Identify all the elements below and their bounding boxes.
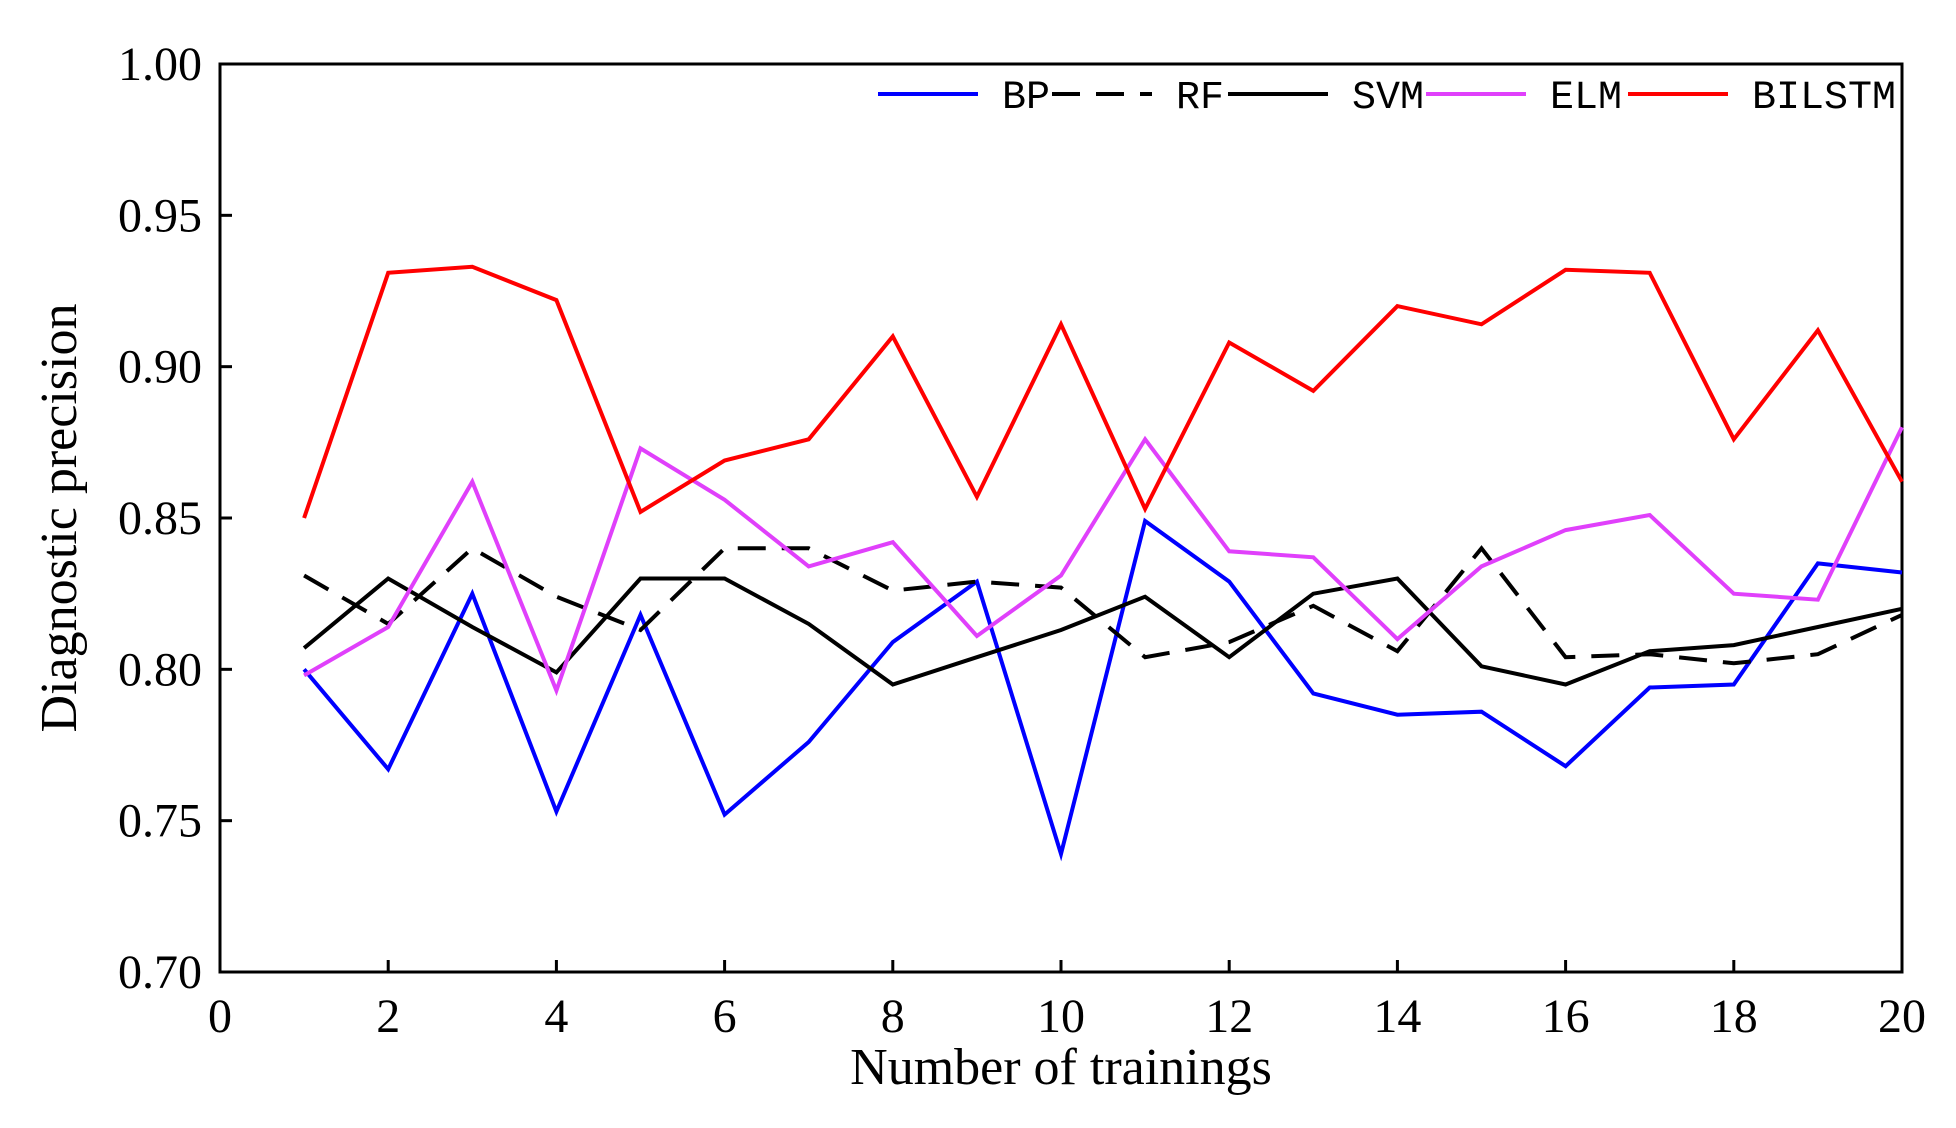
x-axis-title: Number of trainings	[850, 1039, 1272, 1096]
series-line-bp	[302, 517, 1903, 862]
legend: BP RF SVM ELM BILSTM	[878, 76, 1896, 121]
y-axis-title: Diagnostic precision	[31, 304, 88, 733]
x-tick-label: 8	[881, 990, 905, 1043]
x-tick-label: 10	[1037, 990, 1085, 1043]
legend-label-bp: BP	[1002, 76, 1050, 121]
series-line-elm	[303, 426, 1904, 697]
x-tick-label: 16	[1542, 990, 1590, 1043]
x-tick-label: 12	[1205, 990, 1253, 1043]
y-tick-label: 0.75	[118, 795, 202, 848]
x-tick-label: 20	[1878, 990, 1926, 1043]
legend-label-svm: SVM	[1352, 76, 1424, 121]
plot-area-frame	[218, 62, 1904, 974]
series-lines	[302, 264, 1904, 862]
x-tick-label: 14	[1373, 990, 1421, 1043]
x-tick-label: 6	[713, 990, 737, 1043]
y-tick-label: 0.80	[118, 643, 202, 696]
y-tick-label: 0.85	[118, 492, 202, 545]
y-tick-label: 0.90	[118, 341, 202, 394]
series-line-svm	[302, 576, 1903, 687]
series-line-bilstm	[302, 264, 1904, 519]
y-tick-label: 0.70	[118, 946, 202, 999]
legend-label-elm: ELM	[1550, 76, 1622, 121]
legend-label-rf: RF	[1176, 76, 1224, 121]
x-tick-label: 4	[544, 990, 568, 1043]
x-tick-label: 18	[1710, 990, 1758, 1043]
series-line-rf	[303, 545, 1903, 666]
x-tick-label: 2	[376, 990, 400, 1043]
y-tick-label: 0.95	[118, 189, 202, 242]
legend-label-bilstm: BILSTM	[1752, 76, 1896, 121]
y-tick-label: 1.00	[118, 38, 202, 91]
x-tick-label: 0	[208, 990, 232, 1043]
